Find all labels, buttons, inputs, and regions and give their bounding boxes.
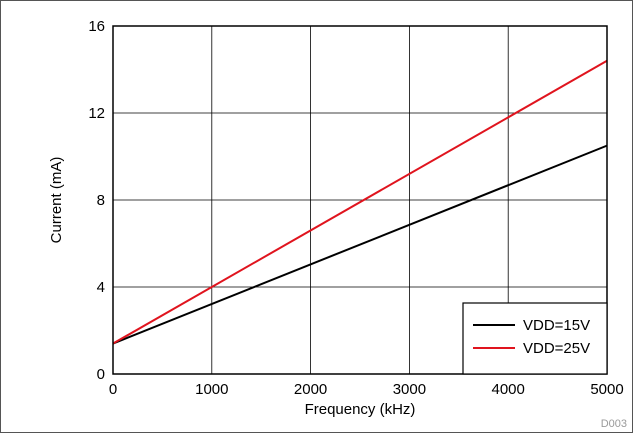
y-tick-label: 0: [97, 366, 105, 383]
y-axis-label: Current (mA): [48, 157, 65, 244]
legend: VDD=15V VDD=25V: [462, 302, 608, 375]
x-tick-label: 3000: [393, 381, 426, 398]
x-tick-label: 5000: [590, 381, 623, 398]
y-tick-label: 16: [88, 18, 105, 35]
y-tick-labels: 0 4 8 12 16: [88, 18, 105, 383]
x-tick-labels: 0 1000 2000 3000 4000 5000: [109, 381, 624, 398]
x-tick-label: 4000: [492, 381, 525, 398]
x-tick-label: 0: [109, 381, 117, 398]
x-tick-label: 2000: [294, 381, 327, 398]
series-lines: [112, 59, 608, 345]
x-axis-label: Frequency (kHz): [305, 401, 416, 418]
legend-label: VDD=15V: [523, 317, 590, 334]
legend-label: VDD=25V: [523, 340, 590, 357]
y-tick-label: 12: [88, 105, 105, 122]
series-line: [112, 59, 608, 345]
x-tick-label: 1000: [195, 381, 228, 398]
legend-box: [462, 302, 608, 375]
y-tick-label: 4: [97, 279, 105, 296]
figure-id-label: D003: [601, 418, 627, 430]
plot-area: [112, 25, 608, 375]
y-tick-label: 8: [97, 192, 105, 209]
series-line: [112, 144, 608, 345]
